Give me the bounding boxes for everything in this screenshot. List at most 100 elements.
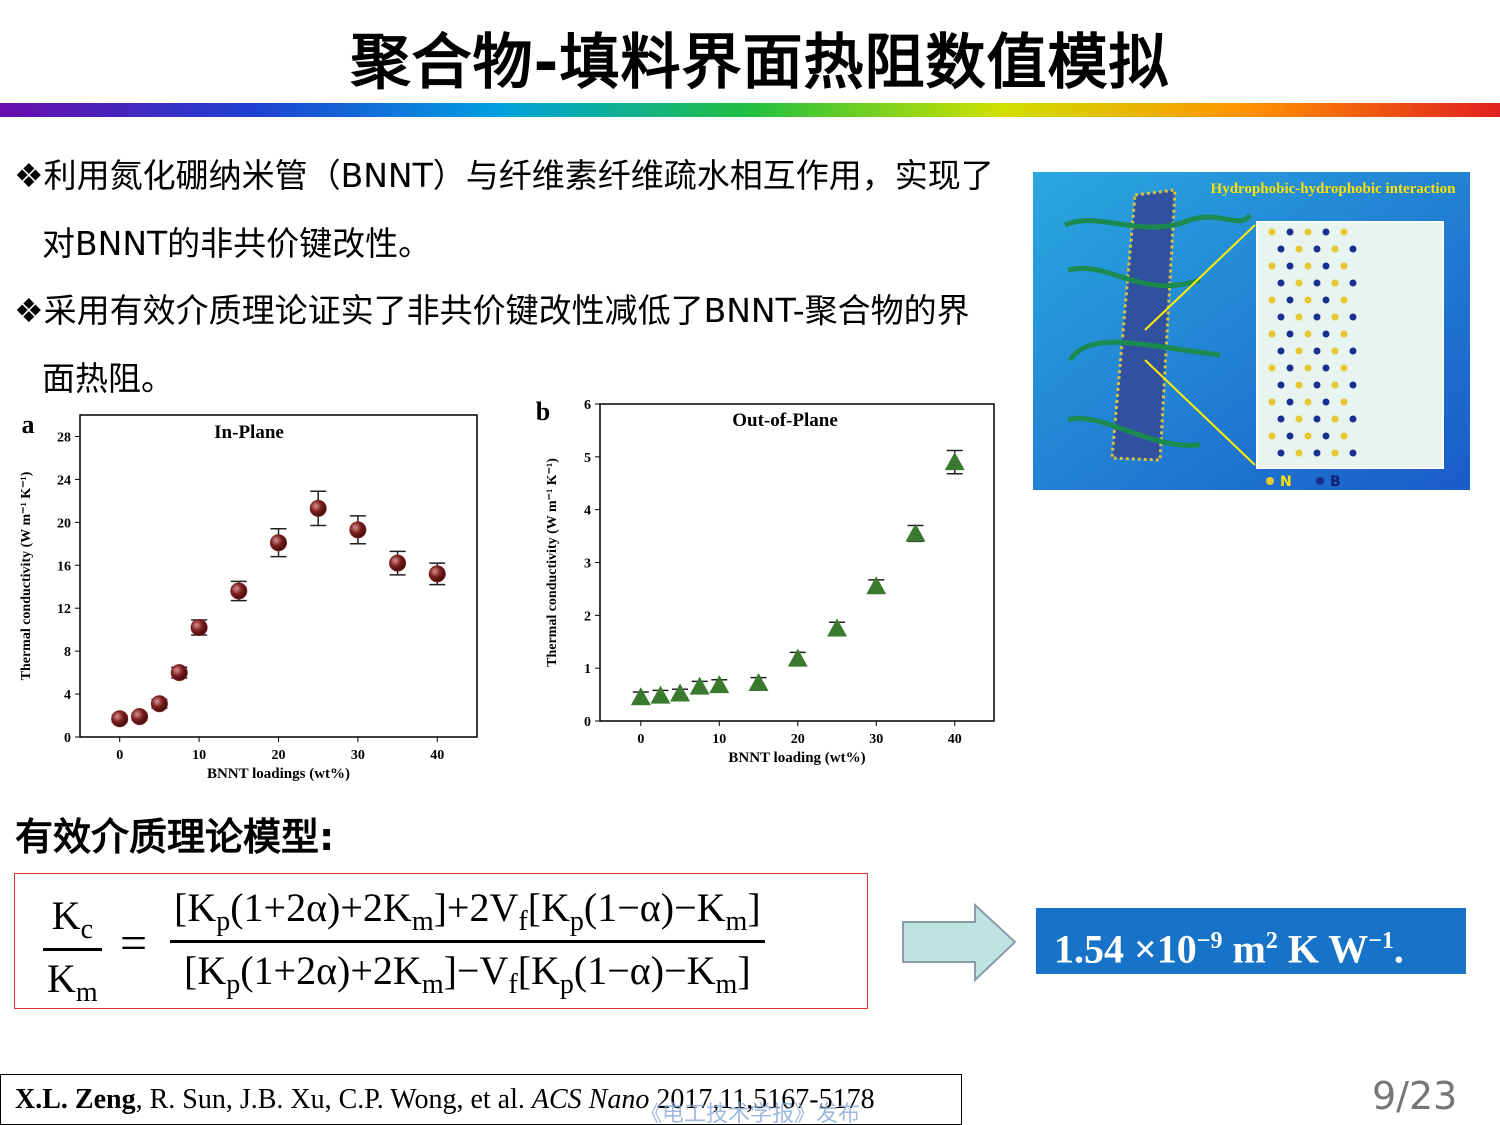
atom: [1277, 245, 1285, 253]
chart-title: Out-of-Plane: [732, 410, 838, 431]
section-heading: 有效介质理论模型:: [15, 815, 335, 859]
atom: [1268, 296, 1276, 304]
atom: [1286, 432, 1294, 440]
point: [866, 576, 887, 595]
formula-part: ]: [737, 948, 751, 993]
atom: [1295, 313, 1303, 321]
y-tick-label: 1: [584, 662, 591, 677]
atom: [1349, 313, 1357, 321]
bullet: ❖利用氮化硼纳米管（BNNT）与纤维素纤维疏水相互作用，实现了对BNNT的非共价…: [14, 156, 994, 263]
atom: [1340, 330, 1348, 338]
formula-part: K: [47, 956, 76, 1001]
atom: [1268, 364, 1276, 372]
x-axis-label: BNNT loadings (wt%): [207, 766, 350, 782]
atom: [1304, 364, 1312, 372]
x-tick-label: 40: [430, 748, 444, 763]
lhs: Kc Km: [43, 892, 102, 1009]
atom: [1304, 228, 1312, 236]
atom: [1313, 347, 1321, 355]
atom: [1331, 381, 1339, 389]
atom: [1322, 364, 1330, 372]
cite-ref: 2017,11,5167-5178: [649, 1084, 875, 1115]
legend-label: B: [1330, 474, 1341, 490]
formula-part: ]−V: [443, 948, 509, 993]
formula-part: [K: [517, 948, 560, 993]
point: [905, 523, 926, 542]
atom: [1277, 347, 1285, 355]
formula-part: (1−α)−K: [583, 885, 726, 930]
atom: [1340, 296, 1348, 304]
formula-part: m: [421, 969, 444, 1000]
point: [190, 619, 208, 637]
atom: [1295, 449, 1303, 457]
chart: Out-of-Plane b BNNT loading (wt%) Thermal c…: [536, 397, 995, 766]
result-part: m: [1222, 926, 1266, 972]
atom: [1268, 432, 1276, 440]
page-number: 9/23: [1372, 1074, 1458, 1118]
watermark: 《电工技术学报》发布: [640, 1102, 861, 1125]
atom: [1277, 449, 1285, 457]
y-tick-label: 12: [57, 602, 71, 617]
formula-part: f: [508, 969, 518, 1000]
formula-part: (1+2α)+2K: [230, 885, 412, 930]
result-part: K W: [1277, 926, 1369, 972]
formula-part: ]+2V: [433, 885, 519, 930]
arrow: [902, 902, 1017, 983]
result-part: −9: [1196, 928, 1223, 954]
atom: [1322, 296, 1330, 304]
point: [131, 708, 149, 726]
atom: [1322, 398, 1330, 406]
atom: [1331, 245, 1339, 253]
point: [349, 521, 367, 539]
panel-label: a: [22, 410, 35, 439]
atom: [1340, 228, 1348, 236]
x-tick-label: 30: [869, 732, 883, 747]
result-part: −1: [1368, 928, 1394, 954]
point: [389, 554, 407, 572]
formula-part: m: [725, 906, 748, 937]
atom: [1322, 330, 1330, 338]
pointer: [1144, 359, 1256, 466]
formula: Kc Km = [Kp(1+2α)+2Km]+2Vf[Kp(1−α)−Km] [Kp…: [14, 873, 868, 1009]
formula-part: c: [80, 914, 93, 945]
result-part: 2: [1265, 928, 1278, 954]
plot-frame: [599, 403, 995, 722]
lattice: [1268, 228, 1357, 457]
atom: [1349, 347, 1357, 355]
atom: [1349, 449, 1357, 457]
atom: [1277, 381, 1285, 389]
formula-part: [K: [184, 948, 227, 993]
point: [150, 695, 168, 713]
x-tick-label: 20: [272, 748, 286, 763]
point: [748, 672, 769, 691]
atom: [1268, 262, 1276, 270]
atom: [1331, 347, 1339, 355]
y-axis-label: Thermal conductivity (W m⁻¹ K⁻¹): [545, 458, 560, 667]
atom: [1331, 313, 1339, 321]
x-tick-label: 40: [948, 732, 962, 747]
formula-part: m: [75, 977, 98, 1008]
atom: [1304, 398, 1312, 406]
pointer: [1144, 224, 1256, 331]
equals: =: [120, 917, 148, 970]
x-tick-label: 20: [791, 732, 805, 747]
formula-part: p: [559, 969, 574, 1000]
y-tick-label: 2: [584, 609, 591, 624]
atom: [1331, 415, 1339, 423]
legend-swatch: [1266, 477, 1274, 485]
formula-part: ]: [747, 885, 761, 930]
y-tick-label: 20: [57, 516, 71, 531]
formula-part: K: [51, 893, 81, 938]
point: [689, 676, 710, 695]
point: [230, 582, 248, 600]
formula-part: [K: [527, 885, 570, 930]
atom: [1322, 262, 1330, 270]
atom: [1268, 398, 1276, 406]
atom: [1286, 330, 1294, 338]
legend-swatch: [1316, 477, 1324, 485]
y-tick-label: 16: [57, 559, 71, 574]
atom: [1313, 415, 1321, 423]
atom: [1268, 330, 1276, 338]
nanotube: [1110, 188, 1177, 462]
